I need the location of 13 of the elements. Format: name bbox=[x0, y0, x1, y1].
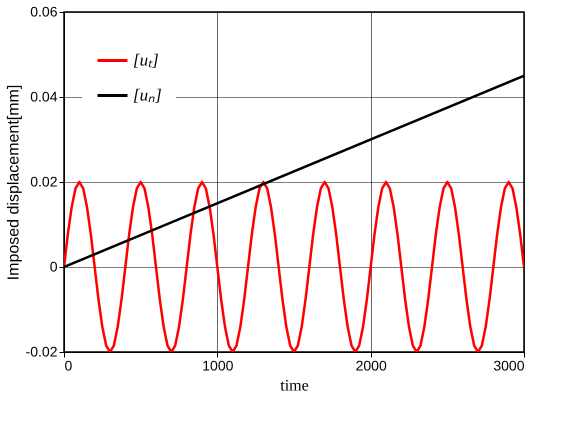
y-tick-label: 0 bbox=[50, 258, 58, 274]
y-tick-label: 0.04 bbox=[30, 88, 58, 104]
y-tick-label: 0.06 bbox=[30, 4, 58, 20]
x-tick-label: 3000 bbox=[493, 358, 525, 374]
x-tick-label: 1000 bbox=[202, 358, 234, 374]
x-tick-label: 2000 bbox=[356, 358, 387, 374]
y-tick-label: 0.02 bbox=[30, 174, 58, 190]
y-axis-title: Imposed displacement[mm] bbox=[6, 84, 23, 280]
legend-label: [uₙ] bbox=[133, 86, 162, 104]
legend-label: [uₜ] bbox=[133, 50, 159, 70]
y-tick-label: -0.02 bbox=[26, 344, 58, 360]
x-tick-label: 0 bbox=[64, 358, 72, 374]
x-axis-title: time bbox=[280, 378, 309, 394]
